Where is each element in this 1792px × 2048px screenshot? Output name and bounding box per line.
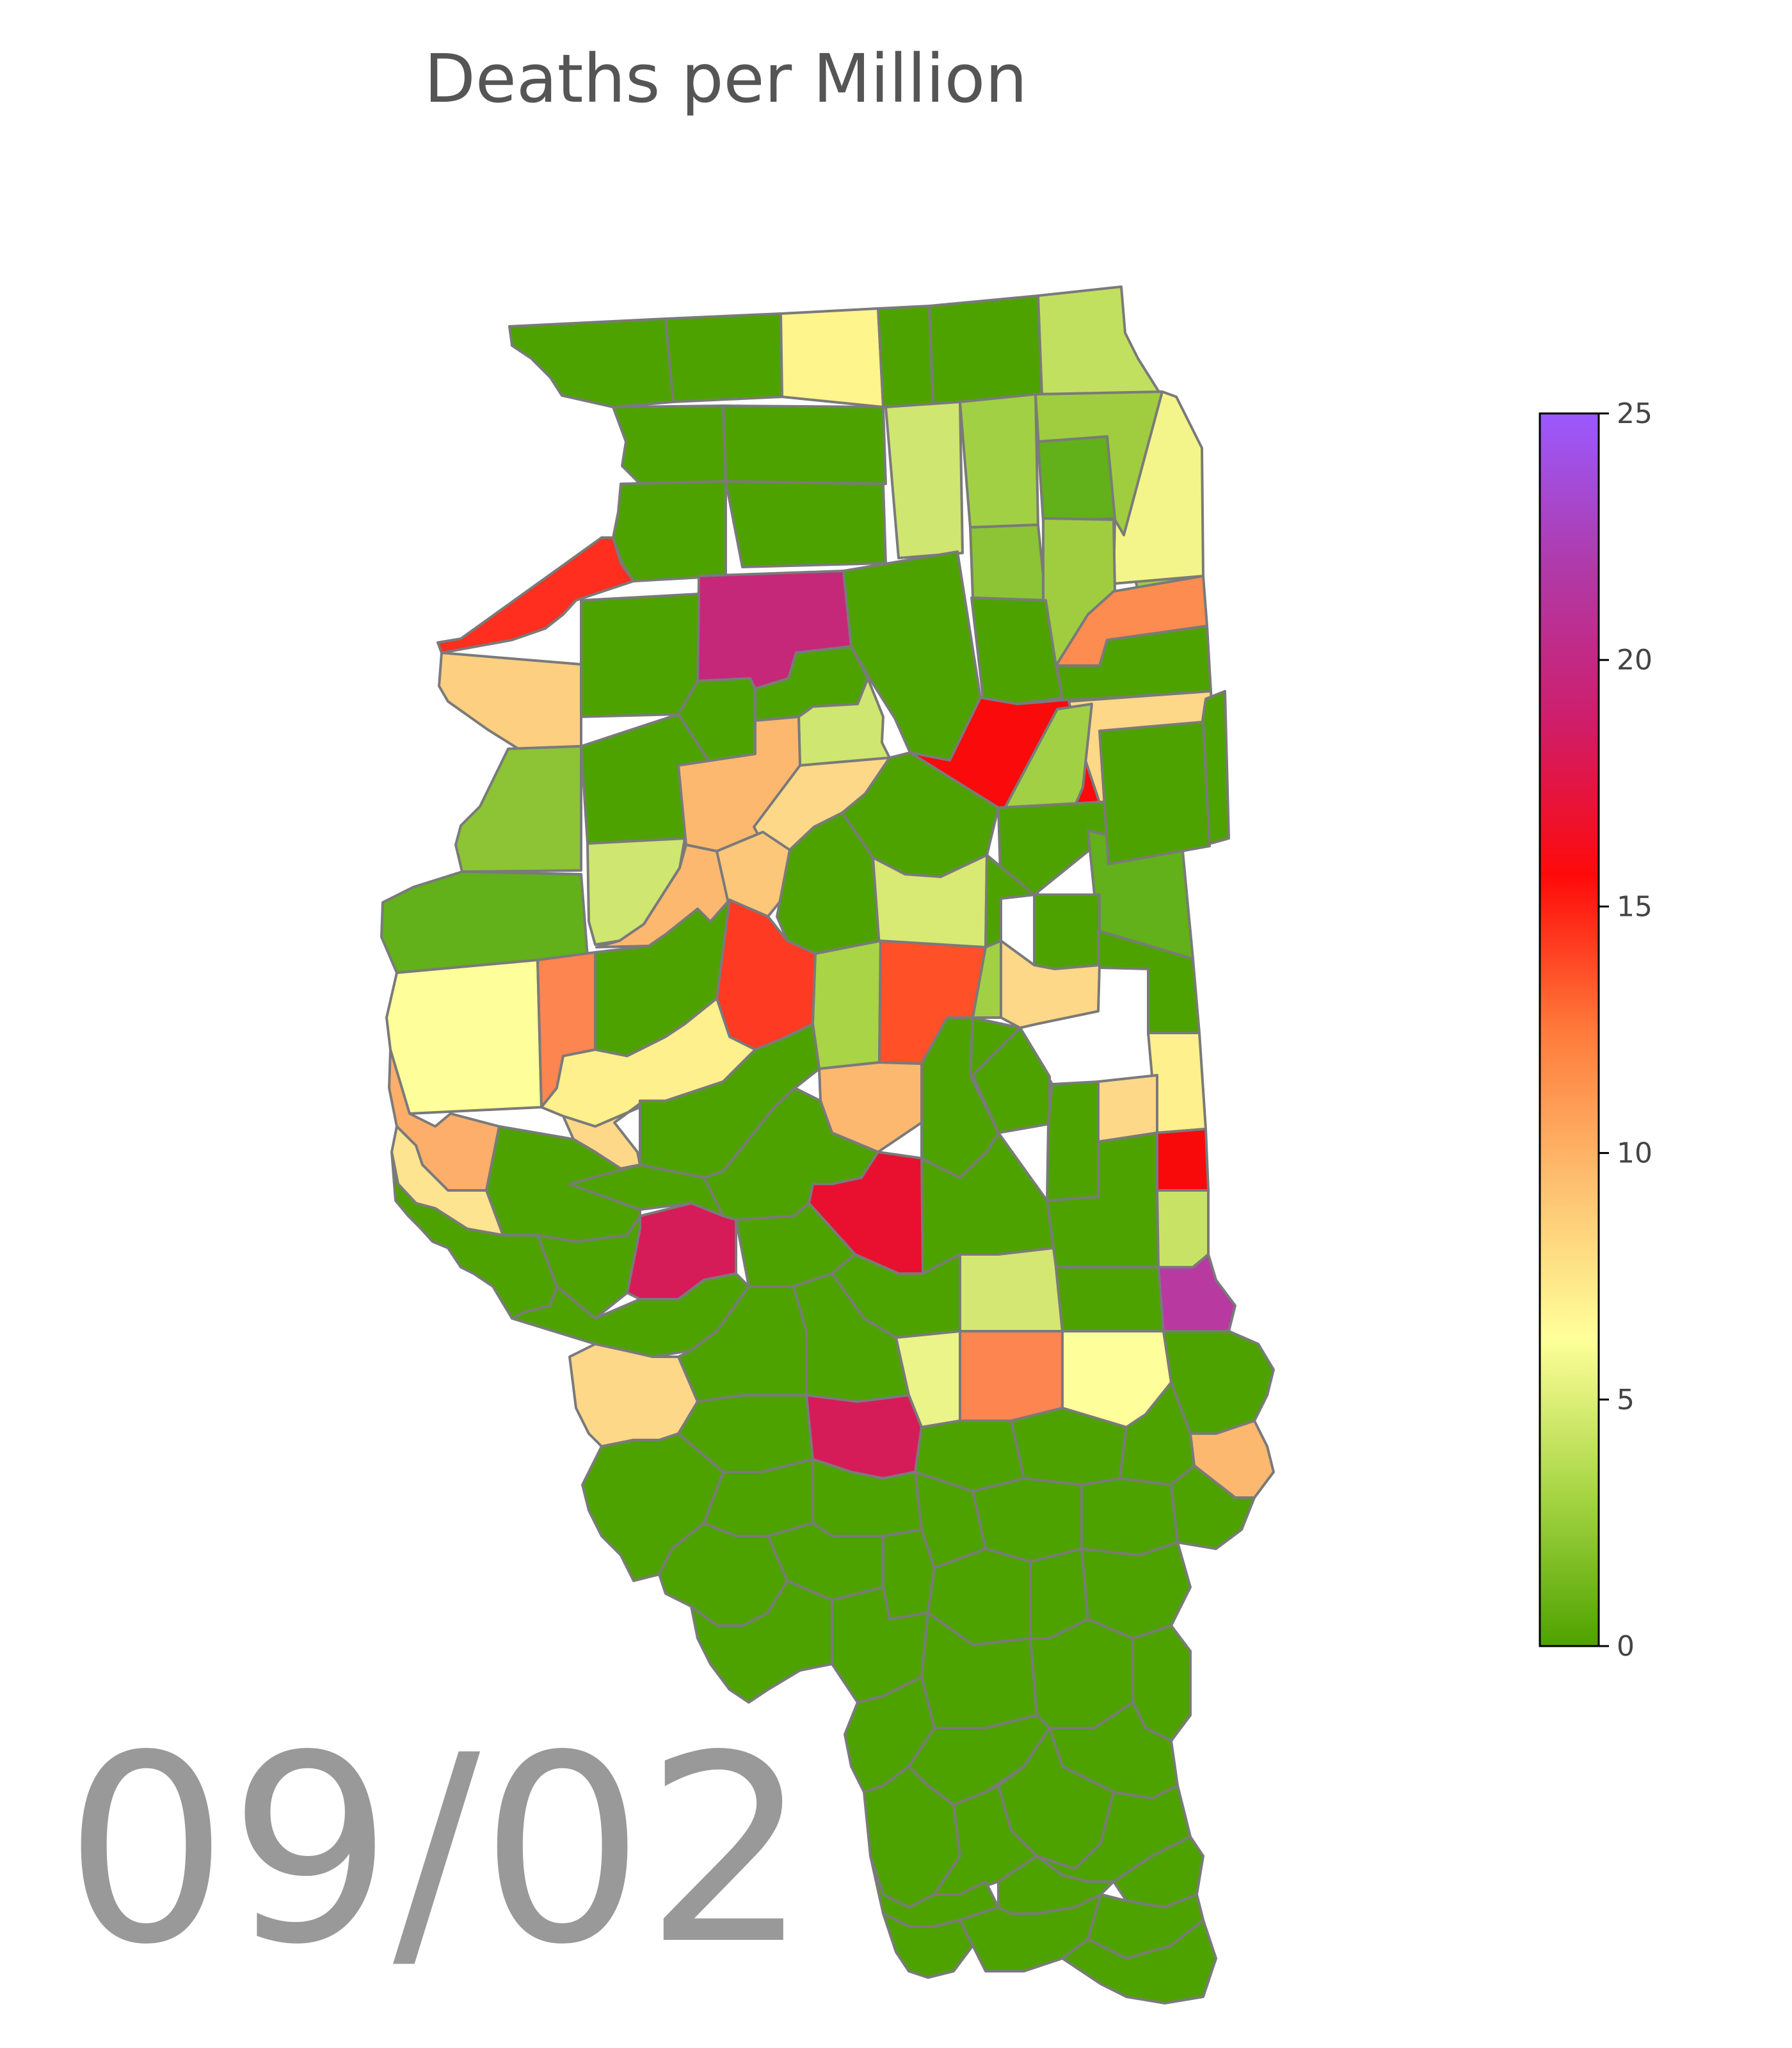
county[interactable] [580,593,700,718]
colorbar-gradient-bar [1539,412,1600,1647]
county[interactable] [722,404,887,485]
county[interactable] [780,307,884,408]
colorbar-tick-label: 10 [1617,1137,1652,1170]
colorbar-tick-label: 15 [1617,890,1652,923]
county[interactable] [884,401,964,559]
county[interactable] [1037,435,1116,524]
county[interactable] [1157,1253,1236,1332]
county[interactable] [1046,1080,1101,1202]
county[interactable] [877,305,934,408]
county[interactable] [1037,285,1161,396]
colorbar-tick-label: 20 [1617,644,1652,676]
county[interactable] [385,959,543,1115]
county[interactable] [1000,940,1101,1029]
county[interactable] [1080,1477,1179,1556]
colorbar-tick-label: 5 [1617,1384,1635,1416]
county[interactable] [882,1912,974,1979]
county[interactable] [969,524,1047,602]
county[interactable] [970,596,1064,705]
county[interactable] [612,480,727,582]
colorbar-ticks: 0 5 10 15 20 25 [1599,397,1652,1663]
county[interactable] [724,480,887,568]
county[interactable] [959,393,1039,529]
county[interactable] [928,294,1043,406]
county[interactable] [664,312,783,403]
county[interactable] [436,536,635,654]
county[interactable] [1098,721,1211,865]
county[interactable] [690,1580,833,1704]
county[interactable] [1156,1128,1210,1192]
county[interactable] [984,854,1036,948]
county[interactable] [1055,1266,1165,1332]
county[interactable] [959,1247,1064,1332]
county[interactable] [882,1528,936,1620]
county[interactable] [438,652,582,750]
county[interactable] [1112,390,1204,585]
colorbar-tick-label: 0 [1617,1630,1635,1663]
county[interactable] [454,745,582,873]
county[interactable] [1061,1919,1217,2004]
map-title: Deaths per Million [424,40,1028,118]
county[interactable] [1170,1464,1256,1550]
county-layer [380,285,1275,2004]
county[interactable] [1033,893,1101,970]
date-stamp: 09/02 [64,1700,810,2001]
colorbar-tick-label: 25 [1617,397,1652,430]
county[interactable] [812,940,882,1070]
county[interactable] [612,404,727,485]
county[interactable] [959,1330,1064,1422]
county[interactable] [508,317,675,408]
county[interactable] [1156,1189,1210,1268]
county[interactable] [1097,1074,1158,1143]
colorbar: 0 5 10 15 20 25 [1539,397,1652,1663]
county[interactable] [568,1343,699,1448]
